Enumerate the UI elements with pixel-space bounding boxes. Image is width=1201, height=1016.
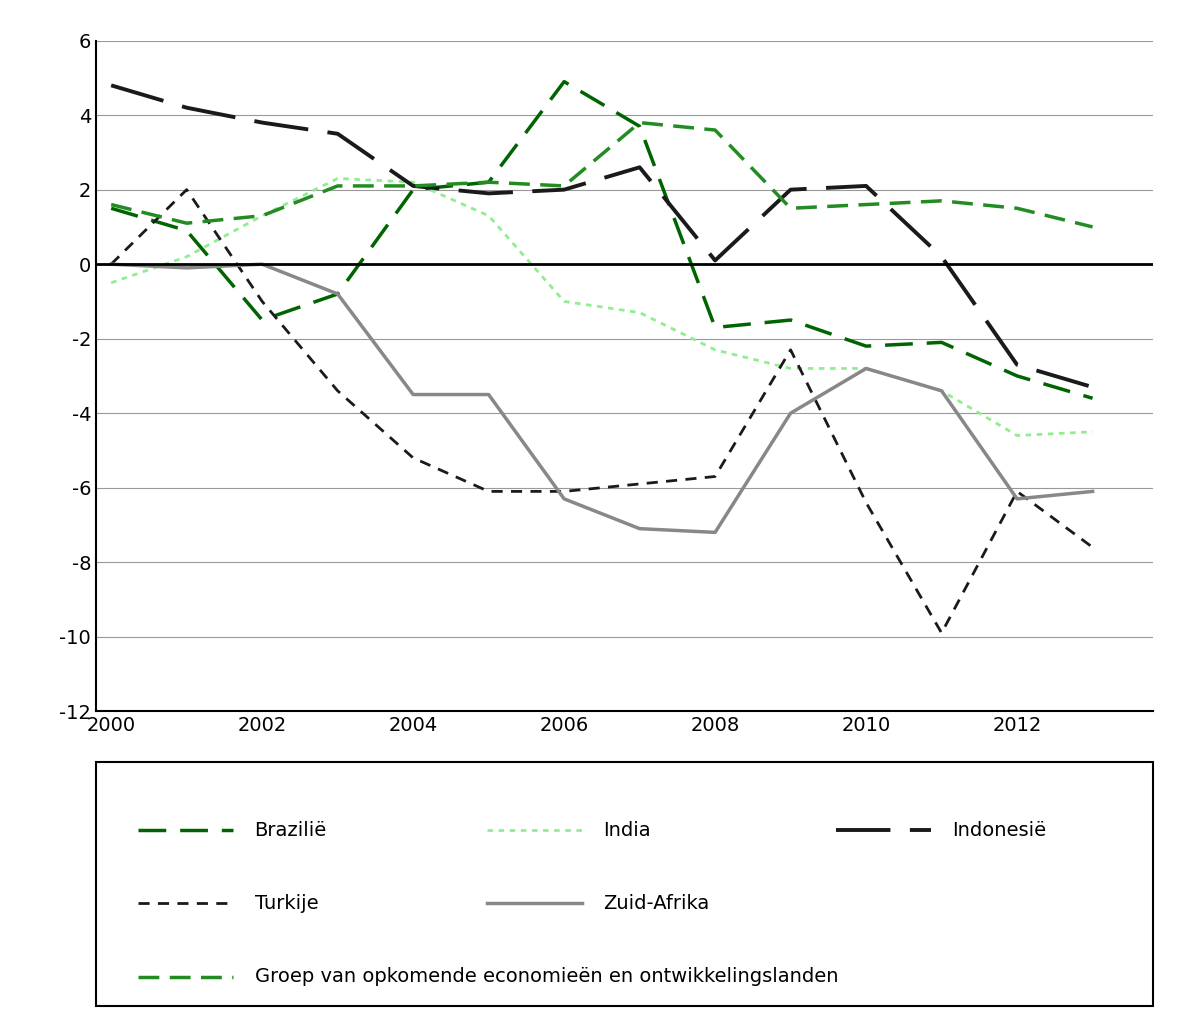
Text: Zuid-Afrika: Zuid-Afrika: [603, 894, 710, 913]
Text: Groep van opkomende economieën en ontwikkelingslanden: Groep van opkomende economieën en ontwik…: [255, 967, 838, 987]
Text: Brazilië: Brazilië: [255, 821, 327, 840]
Text: Turkije: Turkije: [255, 894, 318, 913]
FancyBboxPatch shape: [96, 762, 1153, 1006]
Text: Indonesië: Indonesië: [952, 821, 1046, 840]
Text: India: India: [603, 821, 651, 840]
